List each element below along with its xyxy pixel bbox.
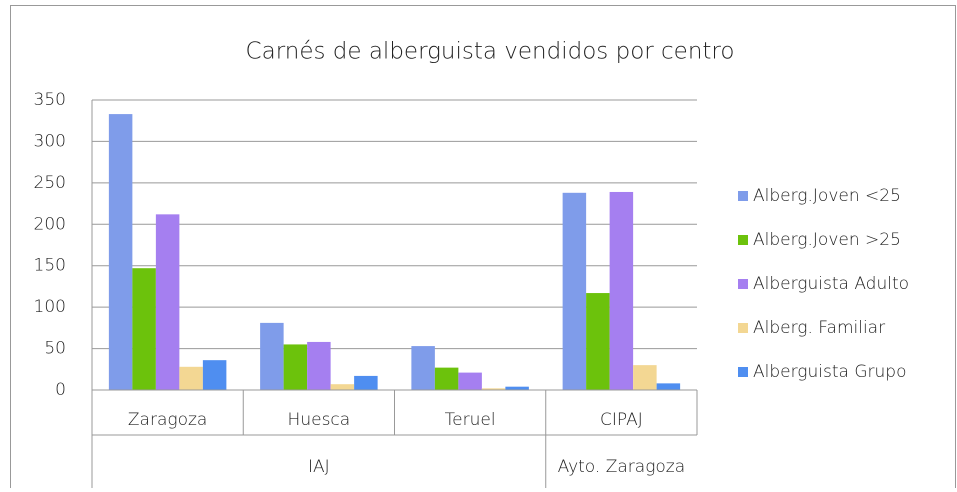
bar	[481, 388, 506, 390]
y-tick-label: 50	[44, 339, 66, 359]
legend-swatch	[738, 191, 748, 201]
bar	[155, 214, 180, 390]
bar	[586, 293, 610, 390]
chart-title: Carnés de alberguista vendidos por centr…	[246, 39, 735, 65]
bar	[354, 375, 378, 390]
y-tick-label: 350	[34, 90, 66, 110]
bar	[330, 384, 355, 390]
y-tick-label: 200	[34, 214, 66, 234]
y-tick-label: 250	[34, 173, 66, 193]
x-tick-label: Zaragoza	[128, 410, 207, 430]
bar	[260, 322, 284, 390]
y-tick-label: 0	[55, 380, 66, 400]
bar	[656, 383, 681, 390]
legend-label: Alberg.Joven >25	[753, 230, 901, 250]
y-tick-label: 150	[34, 256, 66, 276]
y-tick-label: 100	[34, 297, 66, 317]
legend-swatch	[738, 367, 748, 377]
x-tick-label: CIPAJ	[600, 410, 643, 430]
bar	[307, 341, 331, 390]
bar	[562, 192, 587, 390]
bar	[283, 344, 308, 390]
chart-frame	[10, 5, 956, 492]
bar	[505, 386, 529, 390]
bar	[202, 360, 227, 390]
legend-label: Alberguista Adulto	[753, 274, 909, 294]
bar	[411, 346, 435, 390]
group-label: IAJ	[308, 457, 330, 477]
legend-swatch	[738, 235, 748, 245]
group-label: Ayto. Zaragoza	[558, 457, 686, 477]
bar	[633, 365, 657, 390]
bar	[609, 191, 634, 390]
bar	[132, 268, 156, 390]
bar	[179, 366, 203, 390]
legend-label: Alberg.Joven <25	[753, 186, 901, 206]
legend-swatch	[738, 323, 748, 333]
legend-label: Alberg. Familiar	[753, 318, 885, 338]
legend-swatch	[738, 279, 748, 289]
y-tick-label: 300	[34, 131, 66, 151]
legend-label: Alberguista Grupo	[753, 362, 906, 382]
bar	[458, 372, 482, 390]
x-tick-label: Teruel	[445, 410, 496, 430]
x-tick-label: Huesca	[288, 410, 351, 430]
bar	[108, 114, 133, 390]
bar	[434, 367, 459, 390]
